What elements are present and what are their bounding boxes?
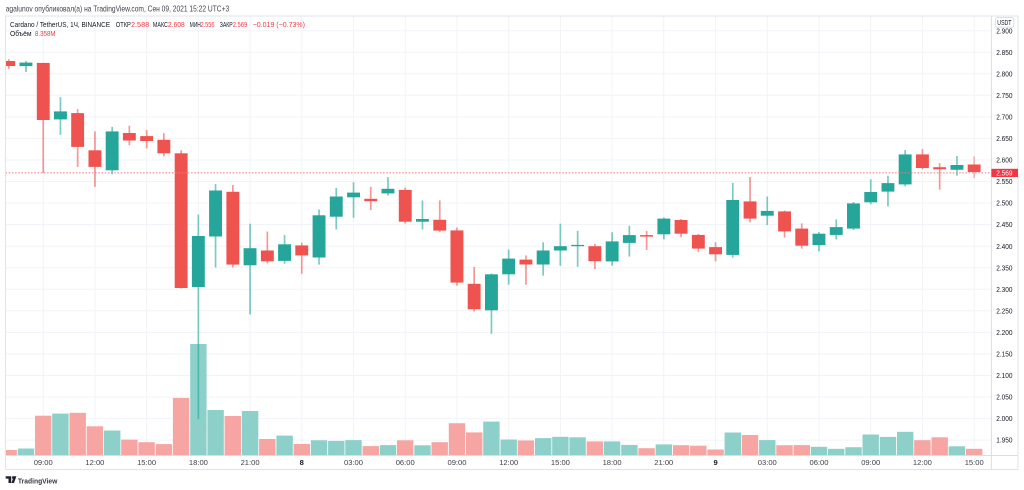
svg-text:2.569: 2.569 (996, 169, 1012, 178)
svg-text:12:00: 12:00 (85, 458, 104, 467)
svg-text:ЗАКР: ЗАКР (220, 20, 233, 29)
svg-text:06:00: 06:00 (396, 458, 415, 467)
svg-text:2.900: 2.900 (996, 26, 1012, 35)
svg-text:USDT: USDT (997, 18, 1012, 27)
svg-text:2.850: 2.850 (996, 48, 1012, 57)
svg-text:8: 8 (300, 458, 304, 467)
svg-text:03:00: 03:00 (344, 458, 363, 467)
svg-text:2.750: 2.750 (996, 91, 1012, 100)
svg-text:21:00: 21:00 (654, 458, 673, 467)
svg-text:9: 9 (713, 458, 717, 467)
svg-text:2.588: 2.588 (131, 20, 149, 29)
svg-text:2.650: 2.650 (996, 134, 1012, 143)
svg-text:Объём: Объём (10, 29, 32, 38)
svg-text:2.556: 2.556 (201, 20, 215, 29)
svg-text:1.950: 1.950 (996, 436, 1012, 445)
svg-text:2.350: 2.350 (996, 263, 1012, 272)
svg-text:2.150: 2.150 (996, 350, 1012, 359)
svg-text:agalunov опубликовал(а) на Tra: agalunov опубликовал(а) на TradingView.c… (6, 4, 230, 14)
svg-text:12:00: 12:00 (913, 458, 932, 467)
svg-text:TradingView: TradingView (18, 476, 58, 485)
svg-text:2.300: 2.300 (996, 285, 1012, 294)
svg-text:2.100: 2.100 (996, 371, 1012, 380)
svg-text:ОТКР: ОТКР (116, 20, 131, 29)
svg-text:2.200: 2.200 (996, 328, 1012, 337)
svg-text:15:00: 15:00 (965, 458, 984, 467)
svg-text:2.608: 2.608 (168, 20, 185, 29)
svg-text:2.550: 2.550 (996, 177, 1012, 186)
svg-text:2.800: 2.800 (996, 69, 1012, 78)
svg-text:2.700: 2.700 (996, 113, 1012, 122)
svg-text:09:00: 09:00 (34, 458, 53, 467)
svg-text:2.000: 2.000 (996, 414, 1012, 423)
svg-text:2.600: 2.600 (996, 156, 1012, 165)
svg-text:12:00: 12:00 (499, 458, 518, 467)
svg-text:21:00: 21:00 (241, 458, 260, 467)
svg-text:−0.019 (−0.73%): −0.019 (−0.73%) (253, 20, 305, 29)
svg-text:2.400: 2.400 (996, 242, 1012, 251)
svg-text:2.450: 2.450 (996, 220, 1012, 229)
svg-text:2.250: 2.250 (996, 306, 1012, 315)
svg-text:09:00: 09:00 (447, 458, 466, 467)
svg-text:8.358M: 8.358M (35, 29, 56, 38)
svg-text:18:00: 18:00 (603, 458, 622, 467)
svg-text:Cardano / TetherUS, 1Ч, BINANC: Cardano / TetherUS, 1Ч, BINANCE (10, 20, 110, 29)
svg-text:2.569: 2.569 (233, 20, 248, 29)
svg-text:06:00: 06:00 (809, 458, 828, 467)
svg-text:2.050: 2.050 (996, 393, 1012, 402)
svg-text:15:00: 15:00 (551, 458, 570, 467)
svg-text:15:00: 15:00 (137, 458, 156, 467)
svg-text:03:00: 03:00 (758, 458, 777, 467)
svg-text:2.500: 2.500 (996, 199, 1012, 208)
svg-text:09:00: 09:00 (861, 458, 880, 467)
svg-text:МАКС: МАКС (153, 20, 168, 29)
svg-text:18:00: 18:00 (189, 458, 208, 467)
svg-text:МИН: МИН (190, 20, 201, 29)
